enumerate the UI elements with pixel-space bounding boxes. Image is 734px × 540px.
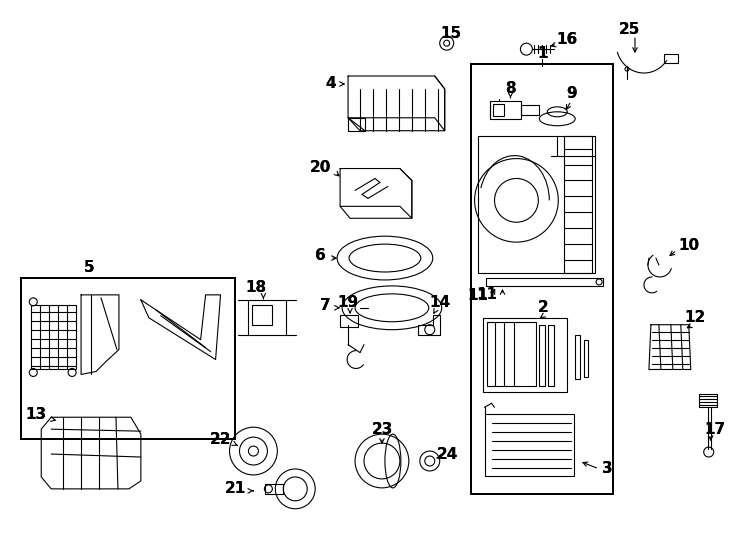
Text: 8: 8 — [505, 82, 516, 97]
Text: 7: 7 — [320, 298, 330, 313]
Text: 2: 2 — [538, 300, 549, 315]
Text: 7: 7 — [320, 298, 330, 313]
Text: 1: 1 — [537, 45, 548, 60]
Text: 19: 19 — [338, 295, 359, 310]
Text: 8: 8 — [505, 82, 516, 97]
Bar — [21, 278, 236, 439]
Bar — [248, 300, 286, 335]
Bar — [539, 325, 545, 387]
Text: 14: 14 — [429, 295, 450, 310]
Text: 9: 9 — [566, 86, 576, 102]
Text: 2: 2 — [538, 300, 549, 315]
Text: 21: 21 — [225, 481, 246, 496]
Bar — [32, 305, 76, 369]
Bar — [484, 414, 574, 476]
Text: 10: 10 — [678, 238, 700, 253]
Text: 25: 25 — [618, 22, 640, 37]
Text: 4: 4 — [325, 77, 335, 91]
Bar — [470, 64, 613, 494]
Text: 18: 18 — [245, 280, 266, 295]
Bar — [340, 315, 358, 327]
Text: 11: 11 — [467, 288, 488, 303]
Bar — [487, 322, 537, 387]
Text: 18: 18 — [245, 280, 266, 295]
Bar — [521, 105, 539, 115]
Text: 16: 16 — [556, 32, 578, 46]
Text: 17: 17 — [704, 422, 725, 437]
Text: 14: 14 — [429, 295, 450, 310]
Text: 21: 21 — [225, 481, 246, 496]
Bar — [664, 54, 677, 63]
Text: 23: 23 — [371, 422, 393, 437]
Bar — [575, 335, 580, 380]
Bar — [470, 64, 613, 494]
Text: 5: 5 — [84, 260, 95, 274]
Text: 3: 3 — [602, 462, 612, 476]
Text: 12: 12 — [684, 310, 705, 325]
Bar — [548, 325, 554, 387]
Text: 3: 3 — [602, 462, 612, 476]
Bar — [482, 318, 567, 393]
Bar — [478, 136, 595, 273]
Text: 19: 19 — [338, 295, 359, 310]
Text: 13: 13 — [26, 407, 47, 422]
Text: 9: 9 — [566, 86, 576, 102]
Text: 11: 11 — [467, 288, 488, 303]
Text: 16: 16 — [556, 32, 578, 46]
Bar — [21, 278, 236, 439]
Text: 24: 24 — [437, 447, 458, 462]
Text: 25: 25 — [618, 22, 640, 37]
Bar — [493, 104, 504, 116]
Text: 15: 15 — [440, 26, 461, 40]
Text: 24: 24 — [437, 447, 458, 462]
Bar — [564, 136, 592, 273]
Text: 6: 6 — [315, 247, 326, 262]
Text: 22: 22 — [210, 431, 231, 447]
Text: 22: 22 — [210, 431, 231, 447]
Text: 4: 4 — [325, 77, 335, 91]
Text: 1: 1 — [537, 45, 548, 60]
Bar — [252, 305, 272, 325]
Text: 20: 20 — [310, 160, 331, 175]
Text: 10: 10 — [678, 238, 700, 253]
Text: 11: 11 — [476, 287, 497, 302]
Text: 13: 13 — [26, 407, 47, 422]
Text: 23: 23 — [371, 422, 393, 437]
Text: 5: 5 — [84, 260, 95, 274]
Bar — [486, 278, 603, 286]
Bar — [584, 340, 588, 377]
Text: 17: 17 — [704, 422, 725, 437]
Text: 6: 6 — [315, 247, 326, 262]
Text: 20: 20 — [310, 160, 331, 175]
Bar — [490, 101, 521, 119]
Text: 12: 12 — [684, 310, 705, 325]
Bar — [266, 484, 283, 494]
Text: 15: 15 — [440, 26, 461, 40]
